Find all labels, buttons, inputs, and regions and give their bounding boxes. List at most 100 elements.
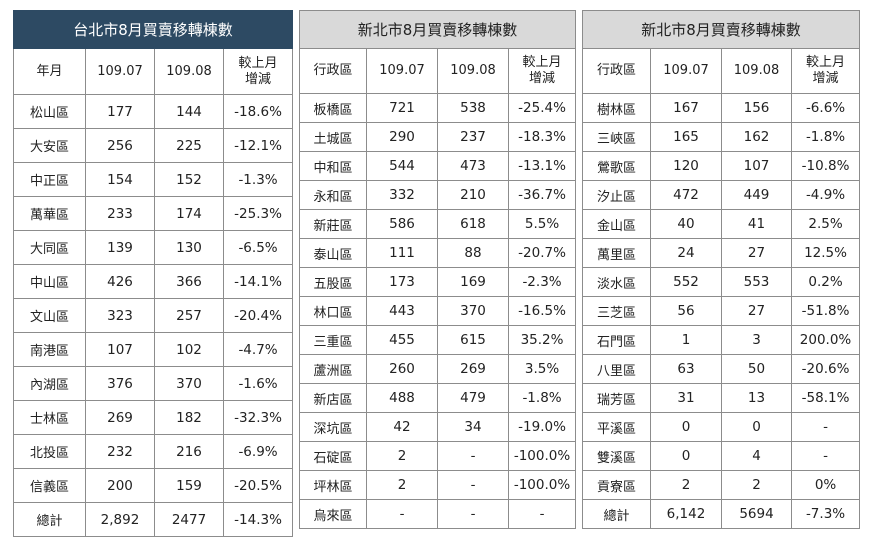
value-cell: 13 [721,383,792,413]
value-cell: -14.1% [222,264,294,299]
value-cell: 256 [85,128,155,163]
value-cell: 6,142 [650,499,722,529]
district-cell: 大同區 [13,230,86,265]
value-cell: 332 [366,180,438,210]
value-cell: 5.5% [507,209,577,239]
district-cell: 信義區 [13,468,86,503]
district-cell: 總計 [582,499,651,529]
value-cell: -6.6% [790,93,861,123]
column-header: 行政區 [582,48,651,94]
column-header: 109.08 [721,48,792,94]
table-row: 坪林區 2- -100.0% [299,470,577,500]
value-cell: 139 [85,230,155,265]
table-row: 總計 6,142 5694 -7.3% [582,499,861,529]
district-cell: 三重區 [299,325,367,355]
table-row: 土城區 290 237 -18.3% [299,122,577,152]
value-cell: 455 [366,325,438,355]
table-row: 蘆洲區 260 269 3.5% [299,354,577,384]
value-cell: 2 [366,441,438,471]
table-row: 深坑區 42 34 -19.0% [299,412,577,442]
district-cell: 新店區 [299,383,367,413]
district-cell: 三峽區 [582,122,651,152]
value-cell: 260 [366,354,438,384]
table-row: 泰山區 111 88 -20.7% [299,238,577,268]
value-cell: 552 [650,267,722,297]
value-cell: -25.3% [222,196,294,231]
value-cell: 34 [437,412,509,442]
table-row: 北投區 232 216 -6.9% [13,434,294,469]
value-cell: -32.3% [222,400,294,435]
table-row: 中山區 426 366 -14.1% [13,264,294,299]
new-taipei-transfer-table-1: 新北市8月買賣移轉棟數 行政區 109.07 109.08 較上月 增減 板橋區 721 5… [298,10,577,529]
value-cell: -25.4% [507,93,577,123]
value-cell: 31 [650,383,722,413]
value-cell: - [790,441,861,471]
value-cell: 232 [85,434,155,469]
table-row: 萬華區 233 174 -25.3% [13,196,294,231]
table-row: 五股區 173 169 -2.3% [299,267,577,297]
district-cell: 萬里區 [582,238,651,268]
district-cell: 三芝區 [582,296,651,326]
value-cell: - [437,499,509,529]
table-row: 萬里區 24 27 12.5% [582,238,861,268]
value-cell: 473 [437,151,509,181]
table-row: 新店區 488 479 -1.8% [299,383,577,413]
value-cell: 27 [721,296,792,326]
district-cell: 中山區 [13,264,86,299]
value-cell: 107 [85,332,155,367]
value-cell: 586 [366,209,438,239]
value-cell: -18.3% [507,122,577,152]
table-row: 文山區 323 257 -20.4% [13,298,294,333]
value-cell: 200 [85,468,155,503]
table-row: 八里區 63 50 -20.6% [582,354,861,384]
district-cell: 淡水區 [582,267,651,297]
table-row: 石門區 1 3 200.0% [582,325,861,355]
district-cell: 泰山區 [299,238,367,268]
district-cell: 文山區 [13,298,86,333]
district-cell: 平溪區 [582,412,651,442]
value-cell: - [790,412,861,442]
value-cell: 88 [437,238,509,268]
table-row: 金山區 40 41 2.5% [582,209,861,239]
value-cell: -4.7% [222,332,294,367]
value-cell: 24 [650,238,722,268]
taipei-transfer-table: 台北市8月買賣移轉棟數 年月 109.07 109.08 較上月 增減 松山區 177 14… [12,10,294,537]
value-cell: 12.5% [790,238,861,268]
district-cell: 萬華區 [13,196,86,231]
value-cell: 2477 [154,502,224,537]
district-cell: 松山區 [13,94,86,129]
table-row: 瑞芳區 31 13 -58.1% [582,383,861,413]
district-cell: 石門區 [582,325,651,355]
table-row: 新莊區 586 618 5.5% [299,209,577,239]
value-cell: -1.3% [222,162,294,197]
value-cell: 174 [154,196,224,231]
value-cell: 42 [366,412,438,442]
value-cell: -12.1% [222,128,294,163]
column-header: 較上月 增減 [507,48,577,94]
table-row: 三峽區 165 162 -1.8% [582,122,861,152]
value-cell: 165 [650,122,722,152]
value-cell: 2.5% [790,209,861,239]
table-row: 貢寮區 2 2 0% [582,470,861,500]
value-cell: -7.3% [790,499,861,529]
district-cell: 中和區 [299,151,367,181]
table-body: 年月 109.07 109.08 較上月 增減 松山區 177 144 -18.6% 大安區 25… [13,48,294,537]
table-title: 新北市8月買賣移轉棟數 [581,10,861,49]
district-cell: 雙溪區 [582,441,651,471]
value-cell: 2 [650,470,722,500]
value-cell: 538 [437,93,509,123]
table-row: 雙溪區 0 4- [582,441,861,471]
table-row: 信義區 200 159 -20.5% [13,468,294,503]
value-cell: 144 [154,94,224,129]
value-cell: -10.8% [790,151,861,181]
value-cell: 177 [85,94,155,129]
table-body: 行政區 109.07 109.08 較上月 增減 板橋區 721 538 -25.4% 土城區 2… [299,48,577,529]
value-cell: 366 [154,264,224,299]
value-cell: 225 [154,128,224,163]
district-cell: 總計 [13,502,86,537]
district-cell: 五股區 [299,267,367,297]
value-cell: -14.3% [222,502,294,537]
district-cell: 深坑區 [299,412,367,442]
value-cell: -36.7% [507,180,577,210]
value-cell: -58.1% [790,383,861,413]
